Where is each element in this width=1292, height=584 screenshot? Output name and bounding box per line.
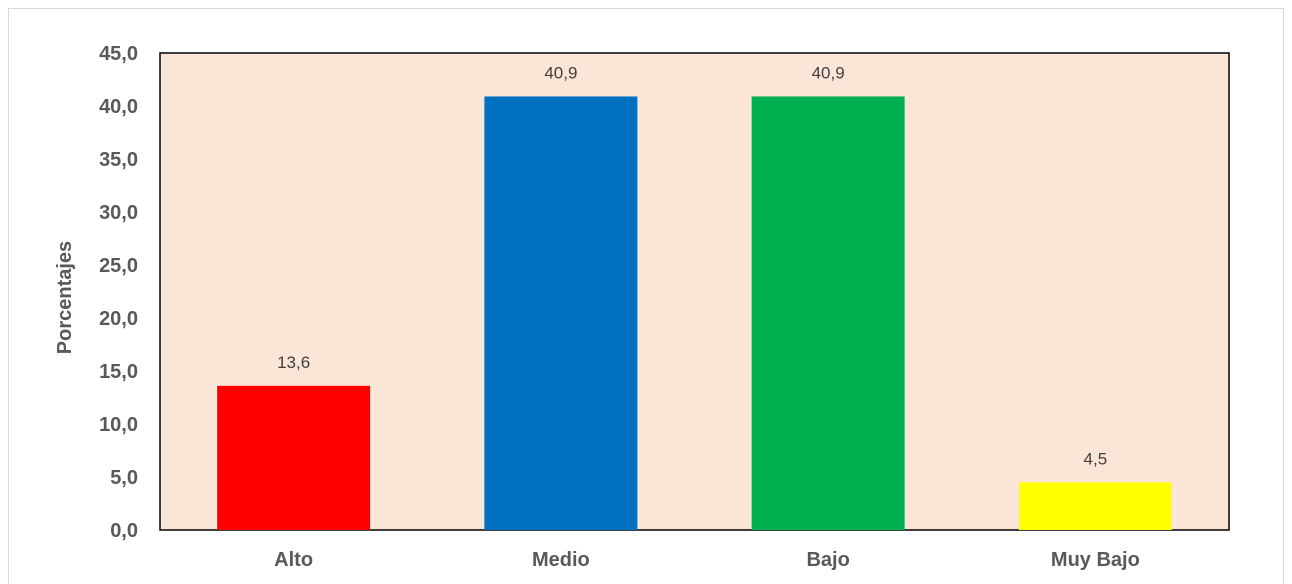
bar-bajo	[752, 96, 905, 530]
y-axis-title: Porcentajes	[54, 241, 76, 354]
y-tick-label: 15,0	[99, 361, 138, 383]
x-category-label: Medio	[532, 549, 590, 571]
y-tick-label: 25,0	[99, 255, 138, 277]
y-tick-label: 30,0	[99, 202, 138, 224]
y-tick-label: 40,0	[99, 96, 138, 118]
data-label: 13,6	[277, 353, 310, 372]
y-tick-label: 35,0	[99, 149, 138, 171]
data-label: 4,5	[1084, 449, 1108, 468]
bar-muy-bajo	[1019, 482, 1172, 530]
x-category-label: Muy Bajo	[1051, 549, 1140, 571]
data-label: 40,9	[544, 63, 577, 82]
x-category-label: Alto	[274, 549, 313, 571]
category-labels: Alto Medio Bajo Muy Bajo	[274, 549, 1140, 571]
data-label: 40,9	[812, 63, 845, 82]
y-tick-label: 20,0	[99, 308, 138, 330]
y-tick-label: 45,0	[99, 43, 138, 65]
y-axis-ticks: 0,0 5,0 10,0 15,0 20,0 25,0 30,0 35,0 40,0 45,0	[99, 43, 138, 542]
y-tick-label: 0,0	[110, 520, 138, 542]
bar-medio	[484, 96, 637, 530]
y-tick-label: 5,0	[110, 467, 138, 489]
y-tick-label: 10,0	[99, 414, 138, 436]
x-category-label: Bajo	[806, 549, 849, 571]
bar-alto	[217, 386, 370, 530]
